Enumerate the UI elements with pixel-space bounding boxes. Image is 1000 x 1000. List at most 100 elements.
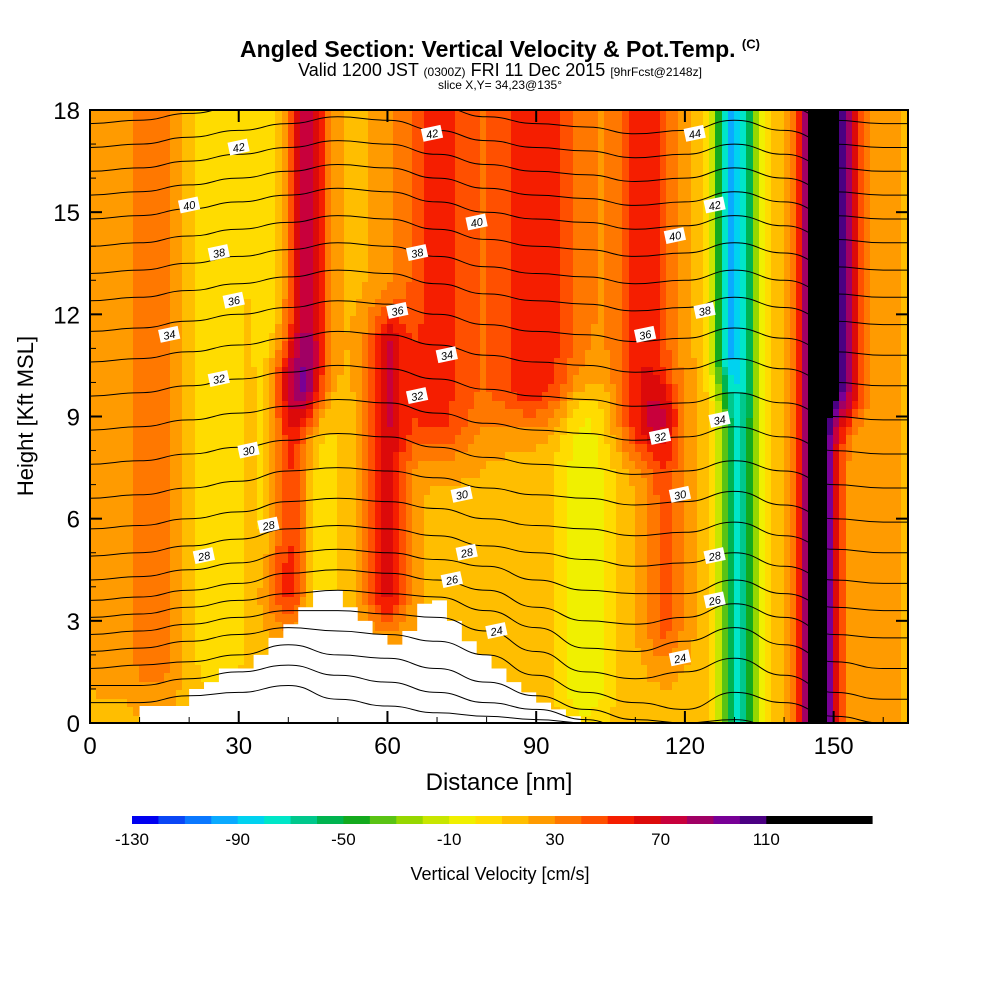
velocity-cell [145,459,153,469]
velocity-cell [182,697,191,707]
velocity-cell [195,654,203,665]
velocity-cell [120,390,129,401]
velocity-cell [300,595,308,605]
velocity-cell [176,135,184,146]
velocity-cell [306,433,315,444]
velocity-cell [120,331,129,341]
velocity-cell [114,595,122,605]
velocity-cell [195,459,203,469]
velocity-cell [164,186,172,197]
velocity-cell [176,518,184,529]
velocity-cell [207,229,215,239]
velocity-cell [164,390,172,401]
velocity-cell [127,705,135,716]
velocity-cell [108,476,116,486]
velocity-cell [133,501,141,512]
velocity-cell [170,263,178,273]
velocity-cell [288,127,296,137]
velocity-cell [189,169,197,180]
velocity-cell [226,288,234,299]
velocity-cell [114,229,122,239]
velocity-cell [114,127,122,137]
velocity-cell [244,663,253,673]
velocity-cell [238,544,246,554]
velocity-cell [145,382,153,392]
velocity-cell [189,135,197,146]
velocity-cell [176,637,184,648]
velocity-cell [207,169,215,180]
velocity-cell [288,322,296,333]
velocity-cell [251,535,259,546]
velocity-cell [220,620,228,631]
velocity-cell [120,663,129,673]
velocity-cell [90,714,98,723]
velocity-cell [232,484,240,495]
velocity-cell [120,161,129,171]
velocity-cell [244,637,253,648]
velocity-cell [238,280,246,290]
velocity-cell [275,220,284,231]
velocity-cell [195,220,203,231]
velocity-cell [232,365,240,375]
velocity-cell [102,620,110,631]
velocity-cell [226,203,234,214]
velocity-cell [238,510,246,520]
velocity-cell [114,118,122,129]
velocity-cell [244,305,253,316]
velocity-cell [220,186,228,197]
velocity-cell [90,654,98,665]
velocity-cell [238,178,246,188]
velocity-cell [300,501,308,512]
velocity-cell [294,152,302,163]
velocity-cell [189,229,197,239]
velocity-cell [294,476,302,486]
velocity-cell [257,297,265,307]
velocity-cell [133,322,141,333]
velocity-cell [120,322,129,333]
velocity-cell [220,569,228,580]
velocity-cell [158,467,166,478]
velocity-cell [133,127,141,137]
velocity-cell [226,586,234,597]
velocity-cell [263,365,271,375]
velocity-cell [164,348,172,358]
velocity-cell [114,348,122,358]
velocity-cell [133,612,141,622]
velocity-cell [195,186,203,197]
velocity-cell [164,425,172,435]
velocity-cell [257,288,265,299]
velocity-cell [294,127,302,137]
velocity-cell [108,433,116,444]
velocity-cell [158,356,166,367]
velocity-cell [102,510,110,520]
velocity-cell [114,280,122,290]
velocity-cell [195,535,203,546]
velocity-cell [226,305,234,316]
velocity-cell [120,399,129,409]
velocity-cell [220,484,228,495]
velocity-cell [182,518,191,529]
velocity-cell [306,365,315,375]
velocity-cell [108,637,116,648]
velocity-cell [189,254,197,265]
velocity-cell [195,501,203,512]
velocity-cell [114,186,122,197]
velocity-cell [102,110,110,120]
velocity-cell [90,527,98,537]
velocity-cell [257,501,265,512]
velocity-cell [201,237,209,248]
velocity-cell [127,229,135,239]
velocity-cell [151,586,160,597]
velocity-cell [306,459,315,469]
velocity-cell [226,603,234,614]
velocity-cell [139,144,147,154]
velocity-cell [102,561,110,571]
velocity-cell [238,127,246,137]
velocity-cell [139,110,147,120]
velocity-cell [244,229,253,239]
velocity-cell [102,118,110,129]
velocity-cell [182,484,191,495]
velocity-cell [232,518,240,529]
velocity-cell [164,680,172,690]
velocity-cell [244,544,253,554]
